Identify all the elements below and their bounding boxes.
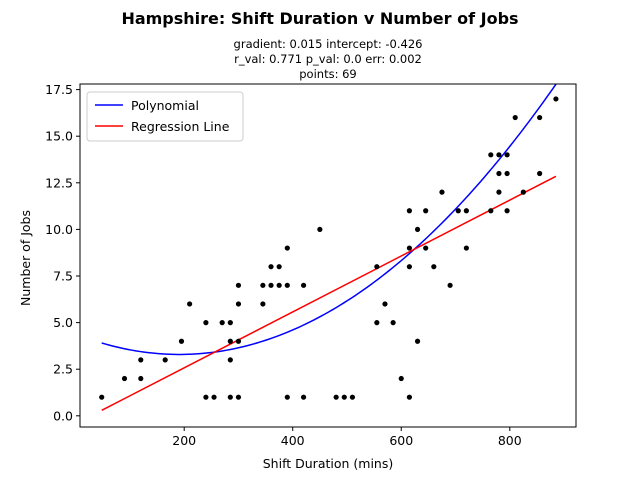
scatter-point [382, 301, 388, 307]
y-axis-label: Number of Jobs [18, 210, 33, 306]
x-tick-label: 400 [281, 433, 305, 448]
axes: 200 400 600 800 0.0 2.5 5.0 7.5 10.0 12.5 15.0 17.5 [45, 82, 577, 448]
scatter-point [260, 301, 266, 307]
scatter-point [284, 394, 290, 400]
scatter-point [276, 282, 282, 288]
scatter-point [504, 170, 510, 177]
scatter-point [276, 264, 282, 270]
scatter-point [235, 394, 242, 400]
scatter-point [349, 394, 356, 400]
scatter-point [235, 301, 242, 307]
scatter-point [121, 375, 128, 382]
x-tick-label: 600 [389, 433, 413, 448]
scatter-point [496, 152, 502, 158]
y-tick-label: 7.5 [53, 269, 73, 284]
scatter-point [227, 320, 233, 326]
scatter-point [203, 320, 209, 326]
scatter-point [300, 394, 307, 400]
y-tick-label: 10.0 [45, 222, 73, 237]
scatter-point [406, 245, 413, 251]
y-tick-label: 2.5 [53, 362, 73, 377]
scatter-point [520, 189, 526, 195]
scatter-point [504, 208, 510, 214]
scatter-point [447, 282, 453, 288]
scatter-point [187, 301, 193, 307]
series-lines [101, 83, 557, 412]
y-tick-label: 12.5 [45, 175, 73, 190]
scatter-point [227, 357, 233, 363]
y-tick-label: 0.0 [53, 408, 73, 423]
axes-frame [79, 83, 577, 428]
scatter-point [423, 208, 429, 214]
scatter-point [439, 189, 445, 195]
scatter-point [406, 394, 413, 400]
scatter-point [496, 170, 502, 177]
chart-title: Hampshire: Shift Duration v Number of Jo… [121, 9, 518, 28]
scatter-points [99, 96, 559, 400]
scatter-point [496, 189, 502, 195]
scatter-point [455, 208, 461, 214]
scatter-point [300, 282, 307, 288]
scatter-point [260, 282, 266, 288]
scatter-point [431, 264, 437, 270]
scatter-point [414, 226, 421, 233]
scatter-point [423, 245, 429, 251]
scatter-point [235, 282, 242, 288]
scatter-point [211, 394, 217, 400]
scatter-point [284, 245, 290, 251]
chart-subtitle-line-1: gradient: 0.015 intercept: -0.426 [234, 37, 423, 51]
scatter-point [374, 264, 380, 270]
scatter-point [553, 96, 559, 102]
scatter-point [488, 152, 494, 158]
regression-line [101, 175, 557, 412]
scatter-point [537, 114, 543, 121]
y-tick-label: 15.0 [45, 129, 73, 144]
y-tick-label: 5.0 [53, 315, 73, 330]
scatter-point [488, 208, 494, 214]
x-tick-label: 200 [172, 433, 196, 448]
scatter-point [512, 114, 518, 121]
y-tick-label: 17.5 [45, 82, 73, 97]
polynomial-curve [101, 83, 557, 356]
scatter-point [374, 320, 380, 326]
scatter-point [138, 357, 144, 363]
scatter-point [178, 338, 185, 344]
scatter-point [268, 264, 274, 270]
legend: Polynomial Regression Line [86, 91, 244, 142]
chart-subtitle-line-2: r_val: 0.771 p_val: 0.0 err: 0.002 [234, 52, 422, 66]
scatter-point [390, 320, 396, 326]
scatter-point [99, 394, 105, 400]
scatter-point [398, 375, 404, 382]
scatter-point [227, 394, 233, 400]
scatter-point [406, 264, 413, 270]
scatter-point [317, 226, 323, 233]
legend-box [86, 91, 244, 142]
scatter-point [333, 394, 339, 400]
scatter-point [268, 282, 274, 288]
scatter-point [235, 338, 242, 344]
scatter-point [504, 152, 510, 158]
scatter-point [463, 245, 469, 251]
scatter-point [406, 208, 413, 214]
scatter-point [463, 208, 469, 214]
scatter-point [219, 320, 225, 326]
scatter-point [537, 170, 543, 177]
legend-label-regression: Regression Line [131, 119, 230, 134]
scatter-point [162, 357, 168, 363]
scatter-point [284, 282, 290, 288]
x-axis-label: Shift Duration (mins) [263, 456, 394, 471]
scatter-point [203, 394, 209, 400]
scatter-point [341, 394, 347, 400]
scatter-point [138, 375, 144, 382]
scatter-point [414, 338, 421, 344]
legend-label-polynomial: Polynomial [131, 98, 199, 113]
x-tick-label: 800 [498, 433, 522, 448]
chart-subtitle-line-3: points: 69 [299, 67, 356, 81]
scatter-point [227, 338, 233, 344]
